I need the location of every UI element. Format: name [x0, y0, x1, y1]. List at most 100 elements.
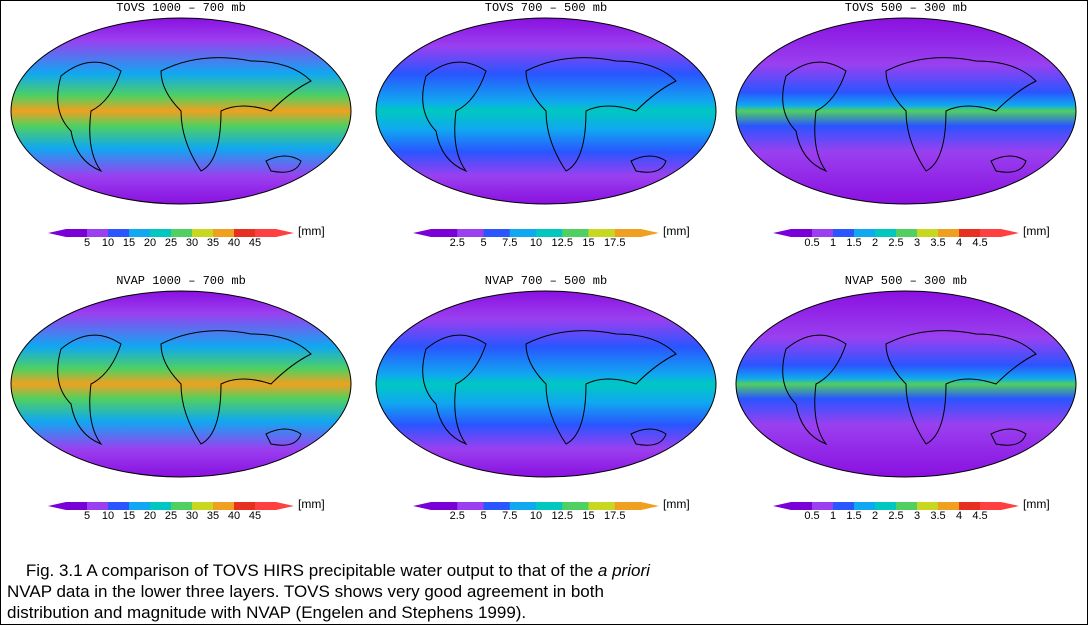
colorbar-segment — [536, 229, 563, 237]
colorbar-tick-label: 20 — [144, 510, 156, 522]
colorbar-unit: [mm] — [663, 497, 690, 511]
colorbar-segment — [980, 502, 1002, 510]
colorbar-arrow — [641, 229, 659, 237]
colorbar-segment — [917, 229, 939, 237]
map-panel: TOVS 700 – 500 mb 2.5 5 7.5 10 12.5 15 17.5 [mm] — [375, 1, 717, 249]
coastline — [782, 61, 847, 173]
caption-text: Fig. 3.1 A comparison of TOVS HIRS preci… — [25, 561, 598, 580]
colorbar-segment — [614, 229, 642, 237]
coastline — [630, 155, 667, 173]
caption-italic: a priori — [597, 561, 650, 580]
colorbar-segment — [980, 229, 1002, 237]
colorbar-tick-label: 2 — [872, 510, 878, 522]
map-panels: TOVS 1000 – 700 mb5 10 15 20 25 30 35 40 45[mm]T… — [10, 1, 1077, 522]
colorbar-segment — [192, 502, 214, 510]
colorbar-segment — [87, 229, 109, 237]
colorbar-tick-label: 45 — [249, 510, 261, 522]
panel-title: NVAP 700 – 500 mb — [485, 274, 607, 288]
colorbar-arrow — [276, 229, 294, 237]
colorbar-tick-label: 15 — [123, 510, 135, 522]
colorbar-segment — [431, 229, 458, 237]
colorbar-tick-label: 35 — [207, 510, 219, 522]
colorbar-segment — [562, 229, 589, 237]
coastline — [525, 57, 677, 172]
caption-line: Fig. 3.1 A comparison of TOVS HIRS preci… — [7, 560, 650, 581]
colorbar-segment — [150, 229, 172, 237]
colorbar-tick-label: 2.5 — [888, 237, 903, 249]
coastline — [630, 428, 667, 446]
colorbar-arrow — [773, 502, 791, 510]
colorbar-tick-label: 40 — [228, 237, 240, 249]
colorbar-arrow — [413, 502, 431, 510]
colorbar-tick-label: 45 — [249, 237, 261, 249]
colorbar-segment — [66, 229, 88, 237]
coastline — [885, 330, 1037, 445]
colorbar-tick-label: 15 — [582, 510, 594, 522]
colorbar-tick-label: 1.5 — [846, 237, 861, 249]
map-panel: NVAP 500 – 300 mb 0.5 1 1.5 2 2.5 3 3.5 4 4.5 [mm] — [735, 274, 1077, 522]
colorbar-segment — [938, 502, 960, 510]
map-panel: TOVS 1000 – 700 mb 5 10 15 20 25 30 35 40 45 [mm] — [10, 1, 352, 249]
colorbar-tick-label: 2.5 — [450, 237, 465, 249]
colorbar-tick-label: 0.5 — [804, 510, 819, 522]
colorbar-segment — [431, 502, 458, 510]
colorbar-tick-label: 3 — [914, 237, 920, 249]
colorbar-tick-label: 30 — [186, 510, 198, 522]
colorbar-segment — [129, 502, 151, 510]
colorbar-segment — [213, 229, 235, 237]
colorbar-tick-label: 1 — [830, 237, 836, 249]
colorbar-segment — [938, 229, 960, 237]
colorbar-segment — [588, 502, 616, 510]
coastline — [525, 330, 677, 445]
colorbar-tick-label: 7.5 — [502, 237, 517, 249]
colorbar-tick-label: 4 — [956, 237, 962, 249]
colorbar-segment — [509, 502, 537, 510]
caption-line: NVAP data in the lower three layers. TOV… — [7, 582, 604, 601]
coastline — [160, 57, 312, 172]
colorbar-segment — [129, 229, 151, 237]
colorbar-tick-label: 25 — [165, 510, 177, 522]
caption-line: distribution and magnitude with NVAP (En… — [7, 603, 527, 622]
colorbar-tick-label: 15 — [582, 237, 594, 249]
colorbar-segment — [896, 229, 918, 237]
colorbar-tick-label: 5 — [480, 237, 486, 249]
colorbar-tick-label: 2 — [872, 237, 878, 249]
colorbar-unit: [mm] — [1023, 224, 1050, 238]
colorbar-arrow — [48, 229, 66, 237]
colorbar-segment — [959, 502, 981, 510]
panel-title: NVAP 1000 – 700 mb — [116, 274, 246, 288]
colorbar-segment — [213, 502, 235, 510]
colorbar-tick-label: 2.5 — [888, 510, 903, 522]
colorbar-segment — [457, 229, 484, 237]
colorbar-segment — [812, 229, 834, 237]
colorbar-tick-label: 15 — [123, 237, 135, 249]
panel-title: NVAP 500 – 300 mb — [845, 274, 967, 288]
colorbar-segment — [896, 502, 918, 510]
coastline — [885, 57, 1037, 172]
colorbar-tick-label: 3 — [914, 510, 920, 522]
coastline — [160, 330, 312, 445]
colorbar-segment — [255, 229, 277, 237]
coastline — [265, 155, 302, 173]
colorbar-tick-label: 7.5 — [502, 510, 517, 522]
colorbar-segment — [457, 502, 484, 510]
colorbar-segment — [66, 502, 88, 510]
colorbar-tick-label: 17.5 — [604, 237, 625, 249]
colorbar-segment — [812, 502, 834, 510]
coastline — [782, 334, 847, 446]
colorbar-segment — [917, 502, 939, 510]
colorbar-segment — [959, 229, 981, 237]
colorbar-segment — [614, 502, 642, 510]
colorbar-arrow — [773, 229, 791, 237]
colorbar-tick-label: 4.5 — [972, 510, 987, 522]
panel-title: TOVS 700 – 500 mb — [485, 1, 607, 15]
colorbar-tick-label: 10 — [102, 510, 114, 522]
colorbar-segment — [588, 229, 616, 237]
colorbar-segment — [483, 229, 511, 237]
colorbar-tick-label: 1.5 — [846, 510, 861, 522]
colorbar-segment — [150, 502, 172, 510]
colorbar-segment — [791, 229, 813, 237]
colorbar-segment — [509, 229, 537, 237]
colorbar-tick-label: 30 — [186, 237, 198, 249]
colorbar-unit: [mm] — [298, 497, 325, 511]
